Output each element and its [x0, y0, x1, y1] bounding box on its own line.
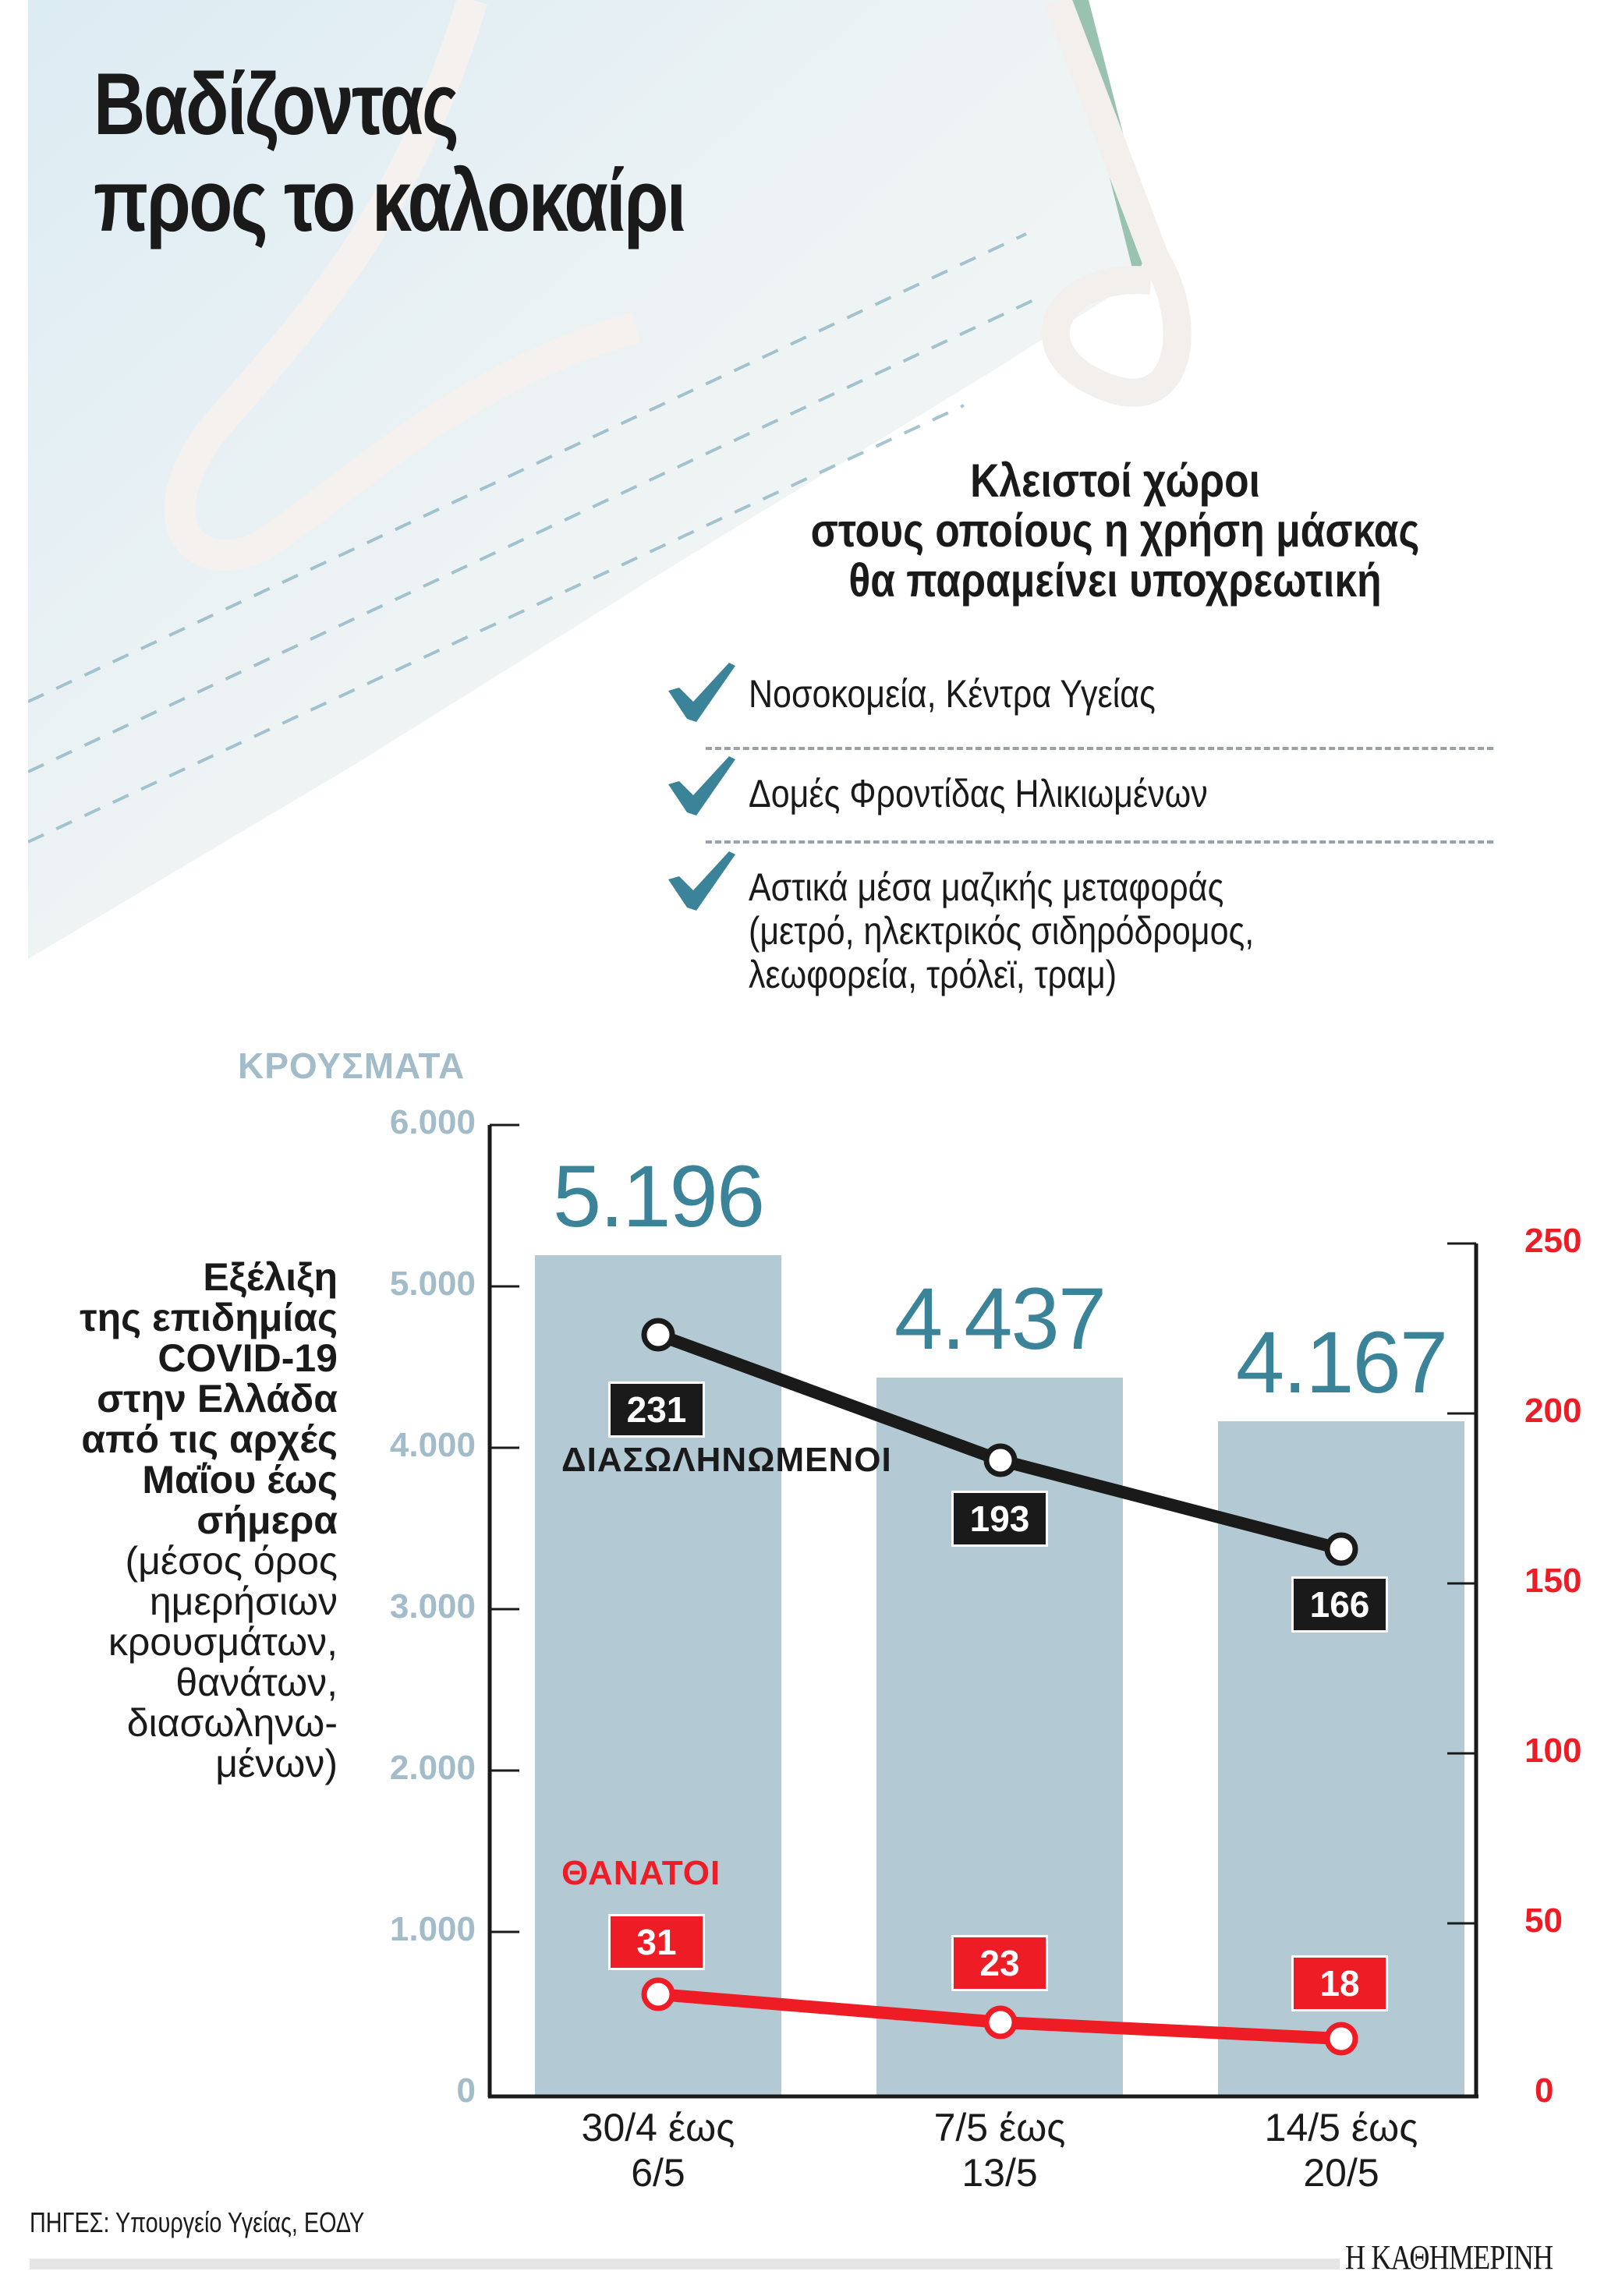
deaths-value-tag: 18 [1291, 1955, 1388, 2011]
description-line: Μαΐου έως [142, 1458, 338, 1502]
list-item-line: Αστικά μέσα μαζικής μεταφοράς [749, 865, 1224, 909]
chart-description: Εξέλιξη της επιδημίας COVID-19 στην Ελλά… [80, 1257, 338, 1784]
y2-tick-label: 0 [1535, 2071, 1554, 2110]
x-tick-label: 7/5 έως 13/5 [898, 2105, 1101, 2195]
y-tick-label: 5.000 [389, 1265, 476, 1303]
y-axis-title: ΚΡΟΥΣΜΑΤΑ [238, 1045, 466, 1086]
title-line-1: Βαδίζοντας [94, 55, 459, 153]
bar-value-label: 4.437 [894, 1270, 1107, 1367]
divider [706, 840, 1493, 844]
description-line: από τις αρχές [81, 1417, 338, 1461]
data-point-deaths [1324, 2022, 1358, 2056]
description-line: Εξέλιξη [203, 1255, 338, 1299]
data-point-intubated [983, 1443, 1018, 1477]
y-tick-label: 1.000 [389, 1910, 476, 1948]
mask-list-title-line: θα παραμείνει υποχρεωτική [848, 554, 1382, 607]
face-mask-photo [28, 0, 1192, 959]
description-line: COVID-19 [158, 1336, 338, 1380]
checkmark-icon [668, 756, 735, 815]
y-tick-label: 2.000 [389, 1749, 476, 1787]
title-line-2: προς το καλοκαίρι [94, 152, 686, 249]
y-tick-label: 0 [456, 2071, 476, 2110]
description-line: κρουσμάτων, [108, 1620, 338, 1664]
y-tick-label: 6.000 [389, 1103, 476, 1141]
source-note: ΠΗΓΕΣ: Υπουργείο Υγείας, ΕΟΔΥ [30, 2206, 365, 2238]
description-line: της επιδημίας [80, 1296, 338, 1339]
series-label-deaths: ΘΑΝΑΤΟΙ [561, 1854, 721, 1892]
checkmark-icon [668, 663, 735, 722]
bar-value-label: 5.196 [552, 1148, 765, 1245]
data-point-intubated [1324, 1532, 1358, 1566]
y2-tick-label: 200 [1524, 1392, 1582, 1430]
description-line: στην Ελλάδα [97, 1377, 338, 1420]
brand-logo: Η ΚΑΘΗΜΕΡΙΝΗ [1345, 2238, 1553, 2277]
intubated-value-tag: 166 [1291, 1576, 1388, 1633]
x-label-line: 30/4 έως [581, 2106, 735, 2149]
list-item-line: λεωφορεία, τρόλεϊ, τραμ) [749, 953, 1117, 996]
footer-bar [30, 2259, 1340, 2269]
deaths-value-tag: 23 [951, 1935, 1048, 1991]
description-line: θανάτων, [175, 1661, 338, 1704]
mask-list-title-line: στους οποίους η χρήση μάσκας [810, 504, 1420, 557]
bar-value-label: 4.167 [1235, 1314, 1448, 1411]
description-line: διασωληνω- [126, 1701, 338, 1745]
mask-list-title: Κλειστοί χώροι στους οποίους η χρήση μάσ… [678, 456, 1552, 606]
data-point-intubated [641, 1318, 675, 1352]
y2-tick-label: 50 [1524, 1902, 1563, 1940]
x-label-line: 20/5 [1303, 2151, 1379, 2195]
y-tick-label: 3.000 [389, 1587, 476, 1626]
intubated-value-tag: 231 [608, 1381, 705, 1438]
mask-list-title-line: Κλειστοί χώροι [970, 455, 1260, 507]
list-item-line: (μετρό, ηλεκτρικός σιδηρόδρομος, [749, 909, 1255, 953]
series-label-intubated: ΔΙΑΣΩΛΗΝΩΜΕΝΟΙ [561, 1441, 892, 1479]
intubated-value-tag: 193 [951, 1491, 1048, 1547]
page-title: Βαδίζοντας προς το καλοκαίρι [94, 55, 686, 249]
y-tick-label: 4.000 [389, 1426, 476, 1464]
description-line: (μέσος όρος [125, 1539, 338, 1583]
y2-tick-label: 250 [1524, 1222, 1582, 1260]
divider [706, 747, 1493, 750]
list-item: Νοσοκομεία, Κέντρα Υγείας [749, 672, 1156, 716]
description-line: σήμερα [197, 1498, 338, 1542]
description-line: μένων) [215, 1742, 338, 1785]
description-line: ημερήσιων [149, 1580, 338, 1623]
x-tick-label: 14/5 έως 20/5 [1240, 2105, 1443, 2195]
y2-tick-label: 100 [1524, 1732, 1582, 1770]
x-label-line: 13/5 [961, 2151, 1038, 2195]
x-label-line: 6/5 [631, 2151, 685, 2195]
x-tick-label: 30/4 έως 6/5 [557, 2105, 760, 2195]
list-item: Αστικά μέσα μαζικής μεταφοράς (μετρό, ηλ… [749, 865, 1254, 996]
y2-tick-label: 150 [1524, 1562, 1582, 1600]
list-item: Δομές Φροντίδας Ηλικιωμένων [749, 772, 1208, 815]
x-label-line: 7/5 έως [933, 2106, 1066, 2149]
x-label-line: 14/5 έως [1264, 2106, 1418, 2149]
data-point-deaths [641, 1977, 675, 2011]
deaths-value-tag: 31 [608, 1914, 705, 1970]
data-point-deaths [983, 2005, 1018, 2040]
checkmark-icon [668, 851, 735, 911]
